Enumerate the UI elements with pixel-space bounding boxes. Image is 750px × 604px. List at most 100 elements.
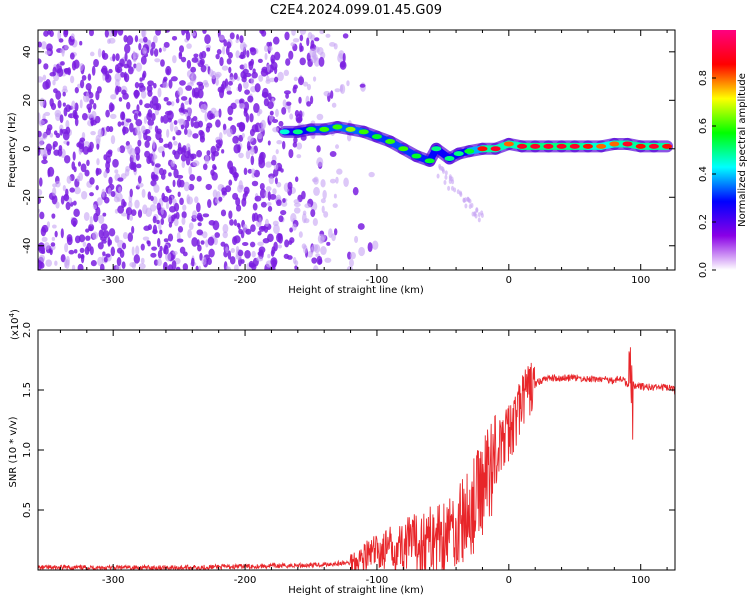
spectrogram-noise-blob: [122, 243, 126, 250]
spectrogram-noise-blob: [283, 99, 287, 107]
spectrogram-noise-blob: [201, 65, 207, 72]
spectrogram-noise-blob: [275, 109, 279, 117]
spectrogram-noise-blob: [39, 120, 45, 125]
spectrogram-noise-blob: [293, 142, 297, 148]
spectrogram-noise-blob: [176, 267, 181, 272]
spectrogram-noise-blob: [278, 121, 283, 127]
spectrogram-noise-blob: [191, 73, 196, 83]
spectrogram-noise-blob: [266, 76, 270, 82]
spectrogram-noise-blob: [255, 83, 261, 92]
spectrogram-noise-blob: [179, 80, 186, 86]
colorbar: 0.00.20.40.60.8 Normalized spectral ampl…: [698, 30, 748, 278]
spectrogram-noise-blob: [358, 223, 365, 230]
spectrogram-noise-blob: [343, 53, 346, 63]
spectrogram-noise-blob: [319, 57, 325, 67]
spectrogram-noise-blob: [168, 142, 173, 150]
spectrogram-noise-blob: [272, 119, 278, 123]
spectrogram-noise-blob: [284, 90, 291, 94]
spectrogram-track-point: [530, 144, 540, 149]
spectrogram-noise-blob: [64, 243, 68, 252]
spectrogram-noise-blob: [101, 239, 107, 243]
spectrogram-track-point: [491, 146, 501, 151]
spectrogram-noise-blob: [122, 93, 129, 100]
spectrogram-noise-blob: [240, 42, 246, 51]
spectrogram-noise-blob: [156, 103, 161, 111]
spectrogram-noise-blob: [118, 121, 122, 127]
spectrogram-track-point: [583, 144, 593, 149]
spectrogram-noise-blob: [216, 140, 221, 144]
spectrogram-noise-blob: [343, 33, 349, 38]
spectrogram-track-point: [662, 144, 672, 149]
spectrogram-noise-blob: [244, 168, 248, 175]
spectrogram-noise-blob: [100, 264, 105, 272]
spectrogram-noise-blob: [368, 242, 373, 252]
spectrogram-noise-blob: [275, 177, 278, 184]
spectrogram-noise-blob: [329, 42, 336, 47]
spectrogram-noise-blob: [221, 210, 226, 217]
spectrogram-noise-blob: [238, 229, 243, 234]
spectrogram-noise-blob: [97, 197, 103, 205]
spectrogram-noise-blob: [141, 244, 145, 251]
snr-x-axis-label: Height of straight line (km): [288, 585, 424, 596]
spectrogram-noise-blob: [198, 222, 202, 226]
spectrogram-noise-blob: [265, 219, 269, 227]
spectrogram-noise-blob: [188, 166, 192, 175]
spectrogram-track-point: [306, 127, 316, 132]
spectrogram-noise-blob: [228, 210, 232, 219]
spectrogram-noise-blob: [49, 98, 53, 107]
spectrogram-noise-blob: [222, 46, 225, 55]
spectrogram-noise-blob: [271, 160, 277, 166]
spectrogram-noise-blob: [71, 218, 78, 227]
spectrogram-noise-blob: [314, 37, 319, 41]
spectrogram-noise-blob: [192, 88, 196, 98]
spectrogram-noise-blob: [192, 133, 198, 139]
spectrogram-noise-blob: [223, 124, 226, 131]
spectrogram-noise-blob: [330, 90, 333, 99]
spectrogram-noise-blob: [86, 160, 90, 166]
spectrogram-noise-blob: [271, 250, 275, 257]
spectrogram-noise-blob: [207, 199, 211, 208]
spectrogram-noise-blob: [137, 140, 141, 147]
spectrogram-noise-blob: [313, 76, 316, 81]
spectrogram-track-point: [477, 146, 487, 151]
spectrogram-noise-blob: [225, 246, 228, 253]
spectrogram-noise-blob: [190, 154, 194, 162]
spectrogram-noise-blob: [155, 28, 161, 36]
spectrogram-noise-blob: [136, 63, 142, 72]
spectrogram-noise-blob: [268, 206, 272, 212]
spectrogram-noise-blob: [202, 256, 207, 265]
spectrogram-y-axis-label: Frequency (Hz): [7, 112, 18, 188]
spectrogram-track-point: [557, 144, 567, 149]
spectrogram-noise-blob: [111, 191, 116, 197]
spectrogram-noise-blob: [291, 27, 296, 35]
spectrogram-noise-blob: [240, 185, 243, 190]
spectrogram-noise-blob: [247, 96, 253, 103]
spectrogram-noise-blob: [60, 114, 64, 123]
spectrogram-noise-blob: [240, 259, 244, 264]
spectrogram-noise-blob: [251, 251, 255, 258]
spectrogram-noise-blob: [219, 57, 223, 66]
spectrogram-noise-blob: [170, 122, 174, 132]
spectrogram-noise-blob: [162, 82, 168, 88]
spectrogram-noise-blob: [212, 172, 218, 181]
spectrogram-noise-blob: [52, 237, 55, 241]
spectrogram-noise-blob: [229, 219, 234, 226]
spectrogram-noise-blob: [261, 202, 267, 208]
spectrogram-x-tick-label: 0: [506, 275, 512, 286]
spectrogram-noise-blob: [353, 187, 359, 195]
spectrogram-noise-blob: [358, 247, 365, 256]
spectrogram-noise-blob: [368, 172, 374, 177]
spectrogram-noise-blob: [206, 184, 212, 190]
spectrogram-noise-blob: [259, 246, 266, 253]
spectrogram-noise-blob: [119, 97, 122, 102]
spectrogram-noise-blob: [153, 83, 157, 89]
spectrogram-noise-blob: [192, 210, 197, 219]
spectrogram-noise-blob: [118, 187, 121, 193]
spectrogram-noise-blob: [197, 82, 204, 86]
spectrogram-noise-blob: [151, 247, 157, 251]
spectrogram-noise-blob: [478, 217, 481, 222]
spectrogram-noise-blob: [285, 58, 290, 66]
spectrogram-noise-blob: [260, 226, 266, 230]
spectrogram-noise-blob: [103, 171, 107, 178]
